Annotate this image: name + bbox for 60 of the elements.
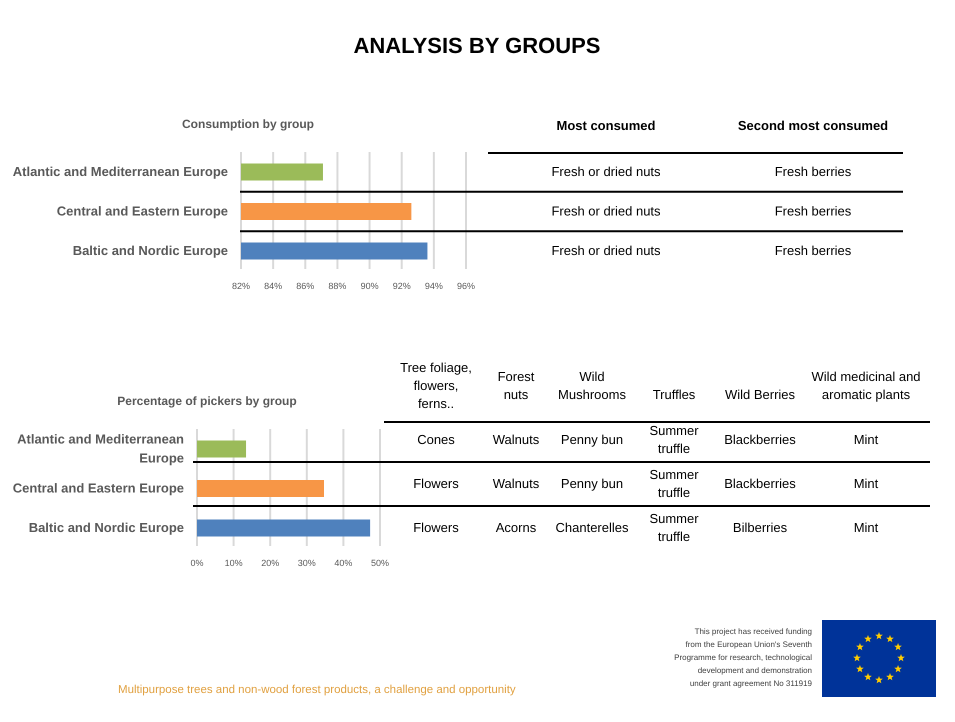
x-tick-label: 30% <box>298 558 316 568</box>
x-tick-label: 20% <box>261 558 280 568</box>
text: Flowers <box>413 520 460 535</box>
text: Blackberries <box>724 432 796 447</box>
text: Bilberries <box>732 520 788 535</box>
bar <box>197 440 246 458</box>
x-tick-label: 96% <box>456 281 476 291</box>
x-tick-label: 82% <box>232 281 250 291</box>
text: Penny bun <box>560 476 624 491</box>
text: Fresh berries <box>774 164 852 179</box>
text: Multipurpose trees and non-wood forest products, a challenge and opportunity <box>118 684 516 696</box>
y-tick-label: Baltic and Nordic Europe <box>72 243 228 258</box>
x-tick-label: 86% <box>296 281 314 291</box>
text: Fresh or dried nuts <box>551 243 662 258</box>
text: Mint <box>854 432 879 447</box>
x-tick-label: 10% <box>224 558 243 568</box>
text: Summer truffle <box>649 511 700 544</box>
y-tick-label: Baltic and Nordic Europe <box>28 520 184 535</box>
x-tick-label: 84% <box>264 281 282 291</box>
bar <box>197 480 324 497</box>
text: Penny bun <box>560 432 624 447</box>
text: Flowers <box>413 476 460 491</box>
y-tick-label: Atlantic and Mediterranean Europe <box>17 432 184 466</box>
text: Summer truffle <box>649 423 700 456</box>
x-tick-label: 92% <box>392 281 411 291</box>
text: ANALYSIS BY GROUPS <box>354 33 600 58</box>
text: Walnuts <box>492 476 540 491</box>
text: This project has received funding from the European Union's Seventh Programme for research, technological development and demonstration under grant agreement No 311919 <box>674 627 813 688</box>
text: Cones <box>417 432 456 447</box>
chart-title: Consumption by group <box>182 117 314 131</box>
x-tick-label: 94% <box>424 281 443 291</box>
category-label: Wild Berries <box>724 387 796 402</box>
text: Fresh berries <box>774 204 852 218</box>
category-label: Truffles <box>652 387 696 402</box>
text: Fresh or dried nuts <box>551 204 662 218</box>
y-tick-label: Central and Eastern Europe <box>12 480 184 496</box>
x-tick-label: 88% <box>328 281 346 291</box>
category-label: Wild Mushrooms <box>558 369 626 402</box>
category-label: Forest nuts <box>498 369 535 402</box>
text: Mint <box>854 476 879 491</box>
category-label: Second most consumed <box>738 118 888 133</box>
bar <box>197 520 370 536</box>
text: Fresh or dried nuts <box>551 164 662 179</box>
y-tick-label: Atlantic and Mediterranean Europe <box>12 164 228 179</box>
x-tick-label: 40% <box>334 558 352 568</box>
chart-title: Percentage of pickers by group <box>117 394 297 408</box>
x-tick-label: 50% <box>370 558 390 568</box>
text: Walnuts <box>492 432 540 447</box>
text: Mint <box>854 520 879 535</box>
category-label: Tree foliage, flowers, ferns.. <box>400 360 472 411</box>
y-tick-label: Central and Eastern Europe <box>56 204 228 218</box>
text: Blackberries <box>724 476 796 491</box>
category-label: Most consumed <box>556 118 656 133</box>
text: Fresh berries <box>774 243 852 258</box>
text: Chanterelles <box>556 520 629 535</box>
text: Summer truffle <box>649 467 700 500</box>
x-tick-label: 90% <box>360 281 379 291</box>
text: Acorns <box>496 520 537 535</box>
category-label: Wild medicinal and aromatic plants <box>811 369 921 402</box>
x-tick-label: 0% <box>190 558 204 568</box>
